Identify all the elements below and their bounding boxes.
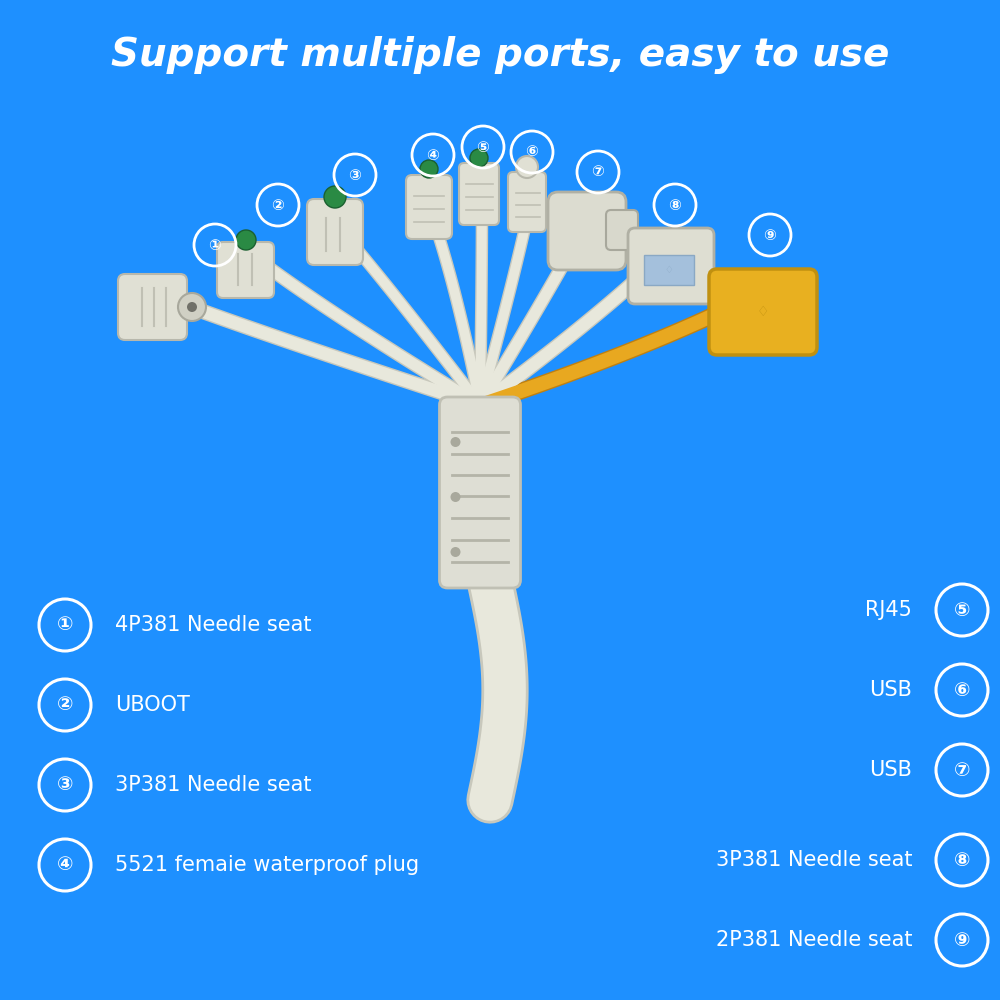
Circle shape [420, 160, 438, 178]
Text: ⑥: ⑥ [954, 680, 970, 700]
Circle shape [470, 149, 488, 167]
Text: 5521 femaie waterproof plug: 5521 femaie waterproof plug [115, 855, 419, 875]
Text: USB: USB [869, 760, 912, 780]
Text: ♢: ♢ [757, 305, 769, 319]
FancyBboxPatch shape [548, 192, 626, 270]
Text: ⑥: ⑥ [526, 144, 538, 159]
Text: ⑨: ⑨ [954, 930, 970, 950]
Text: ⑤: ⑤ [477, 139, 489, 154]
Circle shape [516, 156, 538, 178]
FancyBboxPatch shape [644, 255, 694, 285]
Text: USB: USB [869, 680, 912, 700]
Text: ⑦: ⑦ [592, 164, 604, 180]
Circle shape [236, 230, 256, 250]
Text: 3P381 Needle seat: 3P381 Needle seat [716, 850, 912, 870]
Text: RJ45: RJ45 [865, 600, 912, 620]
Text: ③: ③ [57, 776, 73, 794]
Text: UBOOT: UBOOT [115, 695, 190, 715]
Text: ⑧: ⑧ [669, 198, 681, 213]
Text: ②: ② [57, 696, 73, 714]
Text: ①: ① [57, 615, 73, 635]
FancyBboxPatch shape [118, 274, 187, 340]
Text: ①: ① [209, 237, 221, 252]
Circle shape [187, 302, 197, 312]
Circle shape [450, 492, 460, 502]
Circle shape [450, 437, 460, 447]
FancyBboxPatch shape [406, 175, 452, 239]
FancyBboxPatch shape [606, 210, 638, 250]
FancyBboxPatch shape [628, 228, 714, 304]
Text: 2P381 Needle seat: 2P381 Needle seat [716, 930, 912, 950]
Circle shape [324, 186, 346, 208]
Text: ④: ④ [57, 856, 73, 874]
Text: 4P381 Needle seat: 4P381 Needle seat [115, 615, 312, 635]
FancyBboxPatch shape [307, 199, 363, 265]
FancyBboxPatch shape [217, 242, 274, 298]
FancyBboxPatch shape [459, 163, 499, 225]
FancyBboxPatch shape [508, 172, 546, 232]
Text: ④: ④ [427, 147, 439, 162]
Text: ♢: ♢ [665, 265, 673, 275]
Circle shape [178, 293, 206, 321]
Text: ⑤: ⑤ [954, 600, 970, 619]
Text: ⑨: ⑨ [764, 228, 776, 242]
Text: ②: ② [272, 198, 284, 213]
FancyBboxPatch shape [709, 269, 817, 355]
Text: 3P381 Needle seat: 3P381 Needle seat [115, 775, 312, 795]
FancyBboxPatch shape [440, 397, 520, 588]
Text: ③: ③ [349, 167, 361, 182]
Text: ⑦: ⑦ [954, 760, 970, 780]
Text: Support multiple ports, easy to use: Support multiple ports, easy to use [111, 36, 889, 74]
Text: ⑧: ⑧ [954, 850, 970, 869]
Circle shape [450, 547, 460, 557]
